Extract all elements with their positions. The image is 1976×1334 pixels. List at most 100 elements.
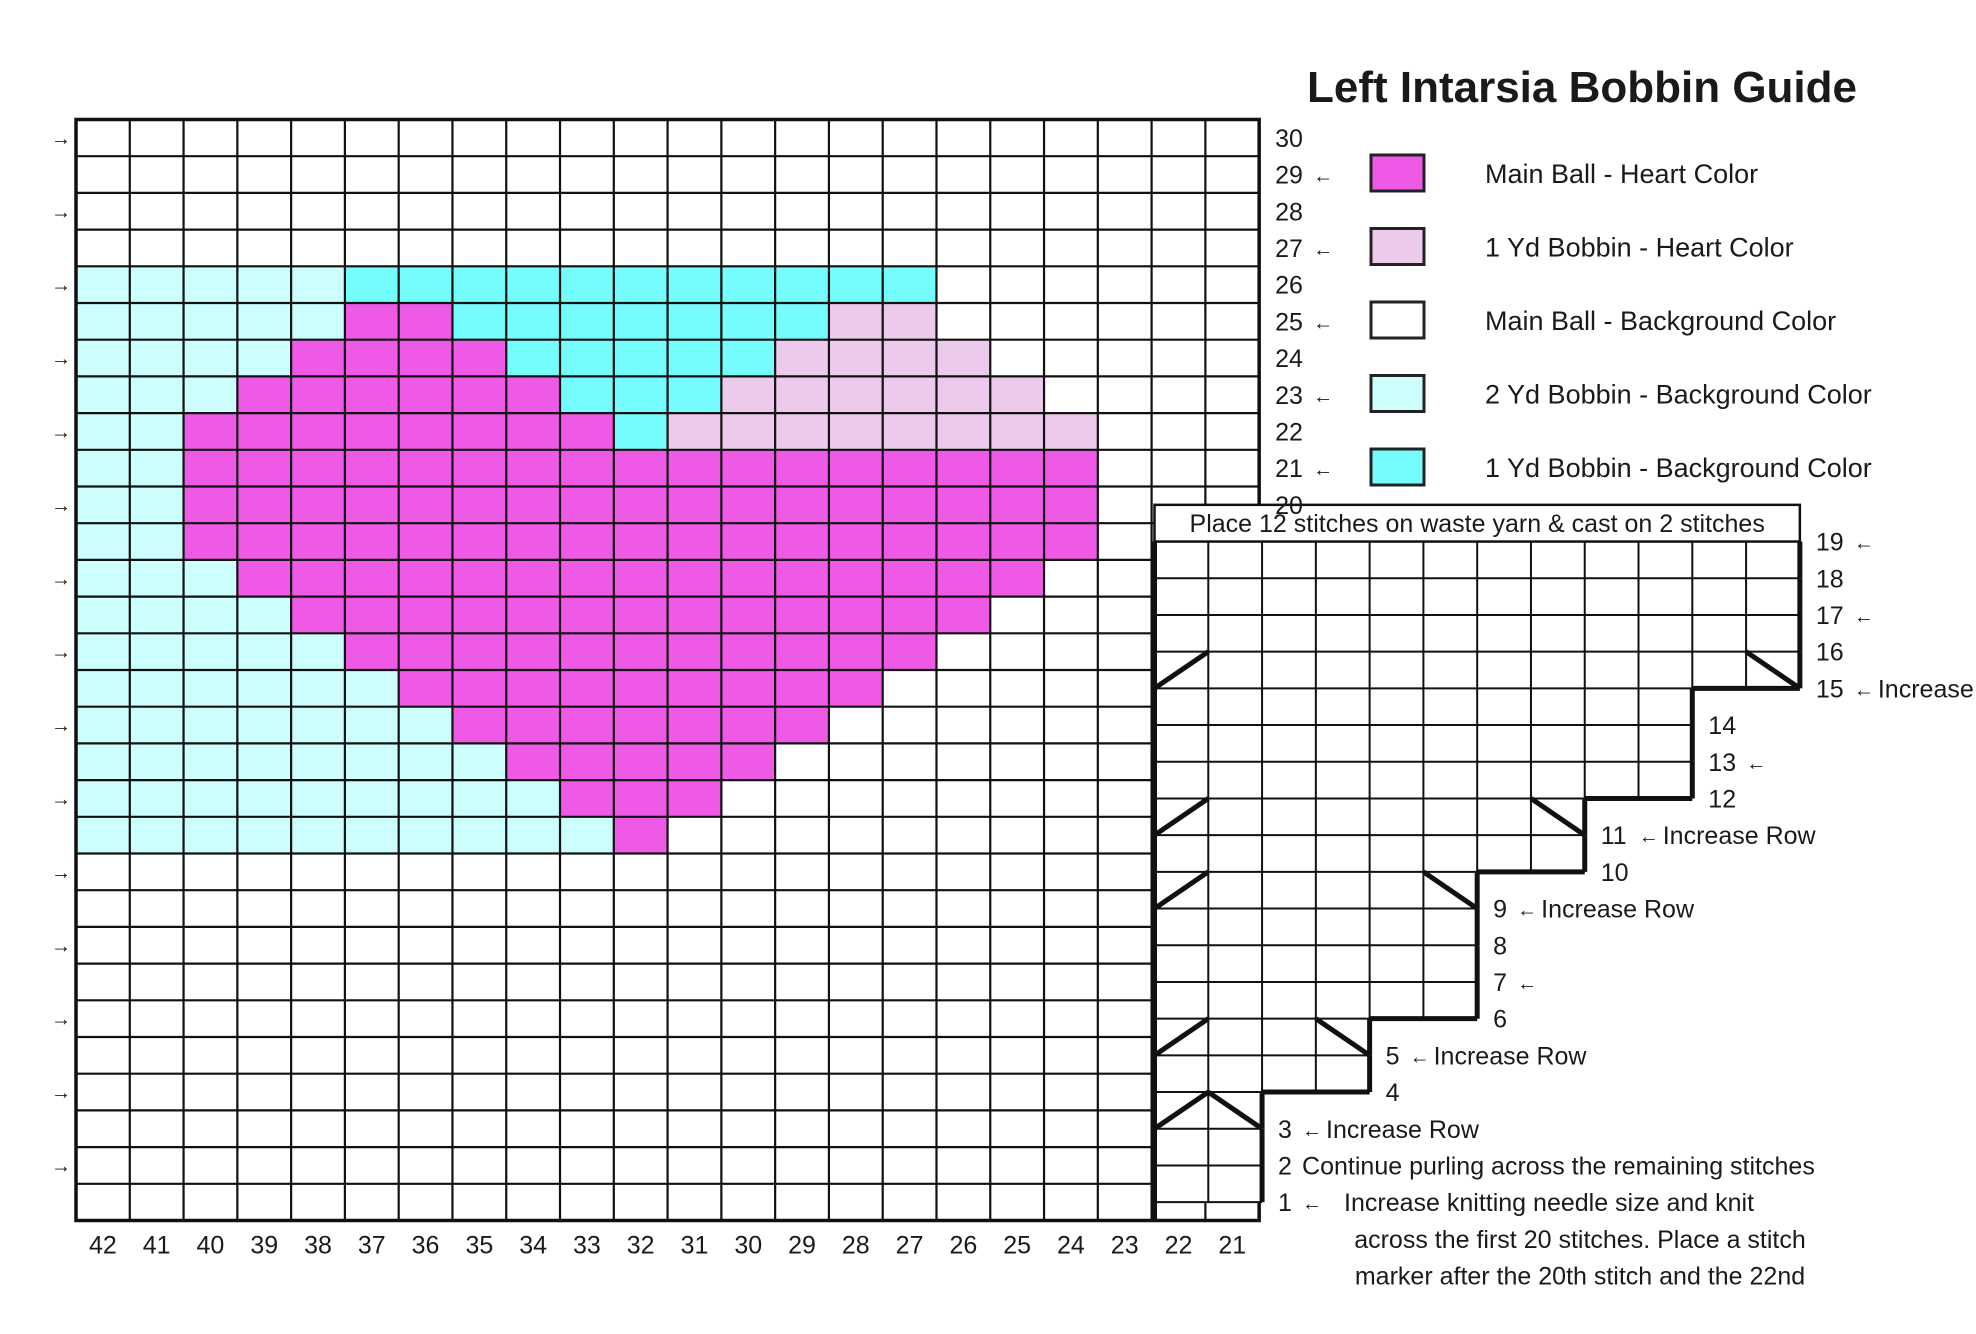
stitch-cell <box>829 230 883 267</box>
stitch-cell <box>1205 230 1259 267</box>
stitch-cell <box>1098 927 1152 964</box>
stitch-cell <box>990 1000 1044 1037</box>
stitch-cell <box>399 1184 453 1221</box>
stitch-cell <box>721 1184 775 1221</box>
stitch-cell <box>130 340 184 377</box>
stitch-cell <box>721 303 775 340</box>
stitch-cell <box>883 633 937 670</box>
stitch-cell <box>184 1074 238 1111</box>
row-number: 29 <box>1275 162 1303 190</box>
stitch-cell <box>237 780 291 817</box>
stitch-cell <box>291 560 345 597</box>
stitch-cell <box>399 890 453 927</box>
stitch-cell <box>291 523 345 560</box>
stitch-cell <box>721 707 775 744</box>
stitch-cell <box>184 230 238 267</box>
stitch-cell <box>345 1110 399 1147</box>
stitch-cell <box>130 1110 184 1147</box>
stitch-cell <box>668 780 722 817</box>
stitch-cell <box>883 670 937 707</box>
row-direction-arrow: ← <box>1313 459 1333 481</box>
stitch-cell <box>237 743 291 780</box>
stitch-cell <box>829 413 883 450</box>
stitch-cell <box>990 707 1044 744</box>
stitch-cell <box>668 413 722 450</box>
row-note: Continue purling across the remaining st… <box>1302 1152 1815 1180</box>
stitch-cell <box>775 597 829 634</box>
stitch-cell <box>668 523 722 560</box>
stitch-cell <box>1044 854 1098 891</box>
stitch-cell <box>506 230 560 267</box>
stitch-cell <box>1044 523 1098 560</box>
column-number: 28 <box>842 1232 870 1260</box>
stitch-cell <box>560 780 614 817</box>
stitch-cell <box>452 927 506 964</box>
stitch-cell <box>936 817 990 854</box>
stitch-cell <box>936 1184 990 1221</box>
stitch-cell <box>775 780 829 817</box>
stitch-cell <box>775 487 829 524</box>
stitch-cell <box>883 523 937 560</box>
column-number: 22 <box>1165 1232 1193 1260</box>
stitch-cell <box>184 1184 238 1221</box>
stitch-cell <box>237 303 291 340</box>
stitch-cell <box>1205 120 1259 157</box>
stitch-cell <box>1205 266 1259 303</box>
stitch-cell <box>1044 560 1098 597</box>
stitch-cell <box>936 1110 990 1147</box>
row-direction-arrow: ← <box>1517 900 1537 922</box>
stitch-cell <box>614 266 668 303</box>
stitch-cell <box>775 964 829 1001</box>
stitch-cell <box>990 120 1044 157</box>
row-direction-arrow: → <box>51 421 71 443</box>
stitch-cell <box>237 927 291 964</box>
stitch-cell <box>399 817 453 854</box>
stitch-cell <box>775 707 829 744</box>
stitch-cell <box>184 560 238 597</box>
row-direction-arrow: ← <box>1313 239 1333 261</box>
stitch-cell <box>560 817 614 854</box>
stitch-cell <box>76 780 130 817</box>
stitch-cell <box>452 780 506 817</box>
row-number: 17 <box>1816 602 1844 630</box>
stitch-cell <box>1098 523 1152 560</box>
stitch-cell <box>291 890 345 927</box>
stitch-cell <box>130 670 184 707</box>
stitch-cell <box>829 780 883 817</box>
stitch-cell <box>1044 487 1098 524</box>
stitch-cell <box>775 230 829 267</box>
column-number: 39 <box>250 1232 278 1260</box>
stitch-cell <box>452 1000 506 1037</box>
stitch-cell <box>883 1037 937 1074</box>
stitch-cell <box>560 927 614 964</box>
legend-swatch <box>1371 302 1424 338</box>
row-direction-arrow: ← <box>1854 533 1874 555</box>
stitch-cell <box>399 230 453 267</box>
stitch-cell <box>291 340 345 377</box>
stitch-cell <box>990 376 1044 413</box>
stitch-cell <box>506 964 560 1001</box>
stitch-cell <box>1152 376 1206 413</box>
stitch-cell <box>883 560 937 597</box>
stitch-cell <box>668 927 722 964</box>
stitch-cell <box>1044 964 1098 1001</box>
stitch-cell <box>560 376 614 413</box>
right-section-grid: Place 12 stitches on waste yarn & cast o… <box>1155 505 1800 1221</box>
stitch-cell <box>345 890 399 927</box>
stitch-cell <box>990 597 1044 634</box>
stitch-cell <box>775 1037 829 1074</box>
stitch-cell <box>506 1147 560 1184</box>
stitch-cell <box>721 340 775 377</box>
stitch-cell <box>76 633 130 670</box>
stitch-cell <box>76 743 130 780</box>
stitch-cell <box>184 1000 238 1037</box>
column-number: 40 <box>197 1232 225 1260</box>
stitch-cell <box>184 633 238 670</box>
stitch-cell <box>829 743 883 780</box>
stitch-cell <box>1152 156 1206 193</box>
stitch-cell <box>1152 340 1206 377</box>
stitch-cell <box>1044 376 1098 413</box>
stitch-cell <box>76 156 130 193</box>
stitch-cell <box>721 376 775 413</box>
stitch-cell <box>184 487 238 524</box>
